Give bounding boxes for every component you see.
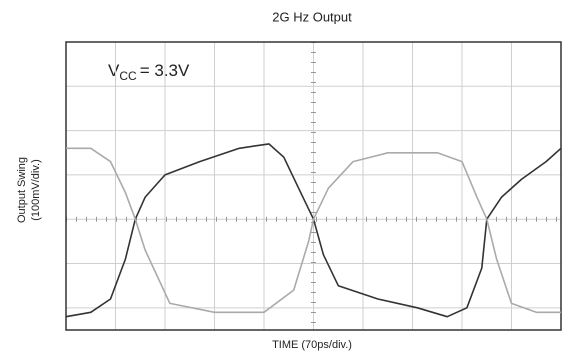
annotation-text: CC — [119, 69, 137, 83]
waveform — [66, 147, 561, 314]
annotation-text: V — [108, 61, 120, 80]
annotation: VCC = 3.3V — [108, 61, 190, 83]
y-axis-label: Output Swing — [16, 157, 28, 223]
plot-frame — [65, 41, 562, 331]
y-axis-label: (100mV/div.) — [30, 159, 42, 221]
chart-title: 2G Hz Output — [272, 9, 352, 24]
x-axis-label: TIME (70ps/div.) — [272, 339, 352, 351]
